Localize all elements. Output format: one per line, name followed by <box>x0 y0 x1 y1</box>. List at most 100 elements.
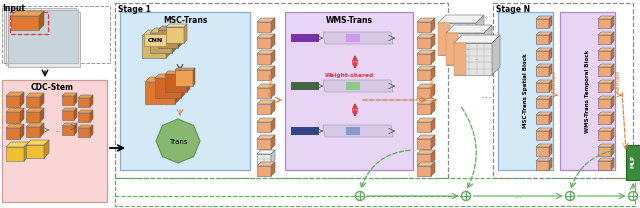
Bar <box>291 82 319 90</box>
Circle shape <box>628 192 637 201</box>
Polygon shape <box>6 96 20 107</box>
Bar <box>4 8 76 63</box>
Polygon shape <box>417 166 431 176</box>
Text: MLP: MLP <box>630 156 636 168</box>
Polygon shape <box>536 48 552 51</box>
Polygon shape <box>150 28 177 33</box>
Polygon shape <box>598 147 611 156</box>
Polygon shape <box>598 112 614 115</box>
Polygon shape <box>20 92 24 107</box>
Polygon shape <box>549 128 552 140</box>
Polygon shape <box>598 16 614 19</box>
Polygon shape <box>611 128 614 140</box>
Polygon shape <box>476 15 484 55</box>
Polygon shape <box>323 32 393 44</box>
Polygon shape <box>549 64 552 76</box>
Bar <box>454 43 466 75</box>
Polygon shape <box>166 24 187 27</box>
Polygon shape <box>536 67 549 76</box>
Polygon shape <box>90 110 93 122</box>
Polygon shape <box>271 84 275 98</box>
Polygon shape <box>20 124 24 139</box>
Polygon shape <box>417 135 435 139</box>
Text: ...: ... <box>514 192 522 201</box>
Polygon shape <box>6 147 24 161</box>
Polygon shape <box>74 123 77 135</box>
Bar <box>626 145 640 180</box>
Polygon shape <box>549 48 552 60</box>
Polygon shape <box>536 128 552 131</box>
Polygon shape <box>44 140 49 158</box>
Polygon shape <box>431 118 435 132</box>
Polygon shape <box>598 35 611 44</box>
Polygon shape <box>62 126 74 135</box>
Polygon shape <box>257 22 271 32</box>
Bar <box>291 34 319 42</box>
Bar <box>6 10 78 65</box>
Text: CNN: CNN <box>147 37 163 42</box>
Polygon shape <box>549 32 552 44</box>
Text: ...: ... <box>475 57 479 62</box>
Polygon shape <box>178 26 182 48</box>
Polygon shape <box>417 54 431 64</box>
Polygon shape <box>62 96 74 105</box>
Polygon shape <box>271 135 275 149</box>
Polygon shape <box>417 66 435 70</box>
Polygon shape <box>417 70 431 80</box>
Polygon shape <box>257 70 271 80</box>
Bar <box>498 12 553 170</box>
Polygon shape <box>454 43 492 75</box>
Polygon shape <box>257 50 275 54</box>
Polygon shape <box>257 100 275 104</box>
Polygon shape <box>26 112 40 122</box>
Polygon shape <box>6 92 24 96</box>
Text: Stage N: Stage N <box>496 5 530 14</box>
Polygon shape <box>431 66 435 80</box>
Polygon shape <box>598 48 614 51</box>
Polygon shape <box>257 38 271 48</box>
Polygon shape <box>598 128 614 131</box>
Polygon shape <box>6 124 24 128</box>
Polygon shape <box>417 22 431 32</box>
Polygon shape <box>78 110 93 113</box>
Text: Reshape: Reshape <box>269 74 273 97</box>
Polygon shape <box>257 118 275 122</box>
Polygon shape <box>598 131 611 140</box>
Polygon shape <box>257 54 271 64</box>
Polygon shape <box>536 16 552 19</box>
Polygon shape <box>611 144 614 156</box>
Polygon shape <box>417 154 431 164</box>
Text: Reshape: Reshape <box>552 69 557 90</box>
Polygon shape <box>536 112 552 115</box>
Polygon shape <box>431 135 435 149</box>
Polygon shape <box>536 80 552 83</box>
Polygon shape <box>26 108 44 112</box>
Text: MSC-Trans: MSC-Trans <box>163 16 207 25</box>
Polygon shape <box>257 84 275 88</box>
Polygon shape <box>536 32 552 35</box>
Polygon shape <box>257 139 271 149</box>
Bar <box>438 23 450 55</box>
Bar <box>493 3 633 178</box>
Polygon shape <box>90 95 93 107</box>
Polygon shape <box>417 150 435 154</box>
Bar <box>2 80 107 202</box>
Polygon shape <box>431 100 435 114</box>
Polygon shape <box>492 35 500 75</box>
Text: MSC-Trans Spatial Block: MSC-Trans Spatial Block <box>522 54 527 128</box>
Text: Stage 1: Stage 1 <box>118 5 151 14</box>
Polygon shape <box>549 158 552 170</box>
Polygon shape <box>156 119 200 163</box>
Text: ...: ... <box>481 88 493 102</box>
Circle shape <box>566 192 575 201</box>
Polygon shape <box>165 71 190 74</box>
Polygon shape <box>598 83 611 92</box>
Text: ...: ... <box>467 47 471 52</box>
Polygon shape <box>611 32 614 44</box>
Polygon shape <box>6 112 20 123</box>
Polygon shape <box>598 67 611 76</box>
Polygon shape <box>417 34 435 38</box>
Polygon shape <box>438 15 484 23</box>
Polygon shape <box>417 38 431 48</box>
Circle shape <box>461 192 470 201</box>
